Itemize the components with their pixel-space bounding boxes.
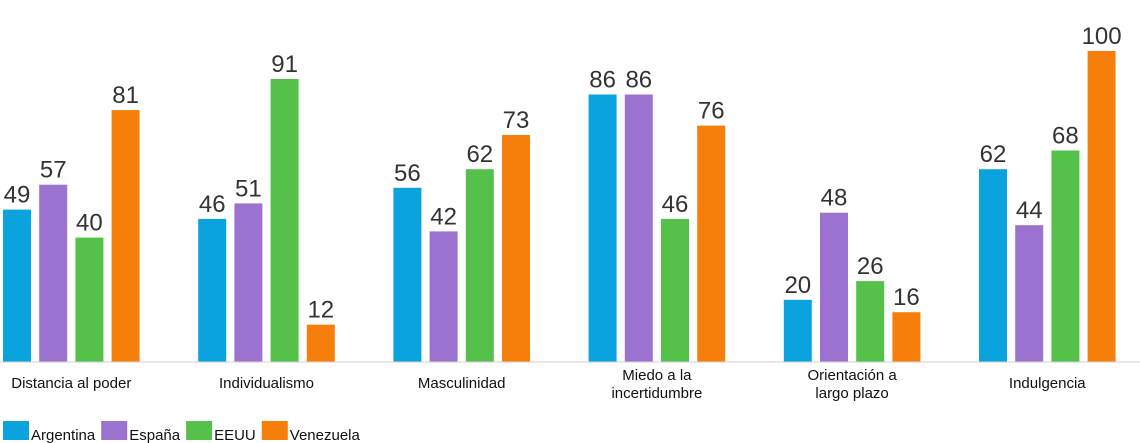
legend: Argentina España EEUU Venezuela (3, 421, 361, 443)
bar-espana-distancia-al-poder (39, 184, 68, 362)
value-label: 57 (40, 157, 67, 184)
value-label: 76 (698, 98, 725, 125)
category-label-masculinidad: Masculinidad (418, 375, 506, 392)
value-label: 62 (980, 141, 1007, 168)
value-label: 56 (394, 160, 421, 187)
bar-eeuu-individualismo (270, 79, 299, 362)
value-label: 81 (112, 82, 139, 109)
bar-espana-individualismo (234, 203, 263, 362)
value-label: 46 (199, 191, 226, 218)
bar-espana-indulgencia (1015, 225, 1044, 362)
value-label: 40 (76, 210, 103, 237)
bar-venezuela-distancia-al-poder (111, 110, 140, 362)
bar-argentina-indulgencia (979, 169, 1007, 362)
bars-layer (3, 51, 1116, 362)
bar-eeuu-indulgencia (1051, 150, 1080, 362)
legend-swatch-venezuela (261, 421, 288, 440)
value-label: 91 (271, 51, 298, 78)
legend-swatch-eeuu (186, 421, 213, 440)
bar-eeuu-masculinidad (465, 169, 494, 362)
value-labels-layer: 49 57 40 81 46 51 91 12 56 42 62 73 86 86 46 76 20 48 26 16… (4, 23, 1122, 324)
value-label: 62 (466, 141, 493, 168)
value-label: 48 (821, 185, 848, 212)
legend-label-argentina: Argentina (31, 427, 96, 443)
value-label: 26 (857, 253, 884, 280)
value-label: 100 (1082, 23, 1122, 50)
category-label-miedo-a-la-incertidumbre: Miedo a la incertidumbre (611, 367, 702, 402)
bar-espana-orientacion-a-largo-plazo (820, 212, 848, 362)
bar-argentina-masculinidad (393, 187, 422, 362)
bar-venezuela-miedo-a-la-incertidumbre (697, 125, 726, 362)
value-label: 68 (1052, 123, 1079, 150)
value-label: 12 (307, 297, 334, 324)
value-label: 42 (430, 203, 457, 230)
value-label: 73 (503, 107, 530, 134)
value-label: 46 (662, 191, 689, 218)
bar-eeuu-miedo-a-la-incertidumbre (661, 218, 689, 362)
bar-eeuu-distancia-al-poder (75, 237, 104, 362)
value-label: 49 (4, 182, 31, 209)
category-label-distancia-al-poder: Distancia al poder (11, 375, 131, 392)
value-label: 86 (625, 67, 652, 94)
bar-argentina-distancia-al-poder (3, 209, 31, 362)
bar-espana-masculinidad (429, 231, 458, 362)
category-label-orientacion-a-largo-plazo: Orientación a largo plazo (807, 367, 897, 402)
bar-espana-miedo-a-la-incertidumbre (624, 94, 653, 362)
bar-venezuela-orientacion-a-largo-plazo (892, 312, 921, 362)
value-label: 86 (589, 67, 616, 94)
value-label: 44 (1016, 197, 1043, 224)
bar-argentina-orientacion-a-largo-plazo (783, 299, 812, 362)
value-label: 16 (893, 284, 920, 311)
bar-argentina-individualismo (198, 218, 227, 362)
bar-argentina-miedo-a-la-incertidumbre (588, 94, 617, 362)
legend-label-eeuu: EEUU (214, 427, 256, 443)
value-label: 20 (784, 272, 811, 299)
value-label: 51 (235, 175, 262, 202)
legend-label-espana: España (129, 427, 181, 443)
bar-venezuela-individualismo (306, 324, 335, 362)
legend-label-venezuela: Venezuela (290, 427, 361, 443)
category-label-indulgencia: Indulgencia (1009, 375, 1086, 392)
bar-venezuela-indulgencia (1087, 51, 1116, 362)
bar-venezuela-masculinidad (502, 135, 530, 362)
legend-swatch-argentina (3, 421, 29, 440)
bar-eeuu-orientacion-a-largo-plazo (856, 281, 885, 362)
legend-swatch-espana (101, 421, 128, 440)
category-label-individualismo: Individualismo (219, 375, 314, 392)
category-labels-layer: Distancia al poder Individualismo Masculin… (11, 367, 1086, 402)
